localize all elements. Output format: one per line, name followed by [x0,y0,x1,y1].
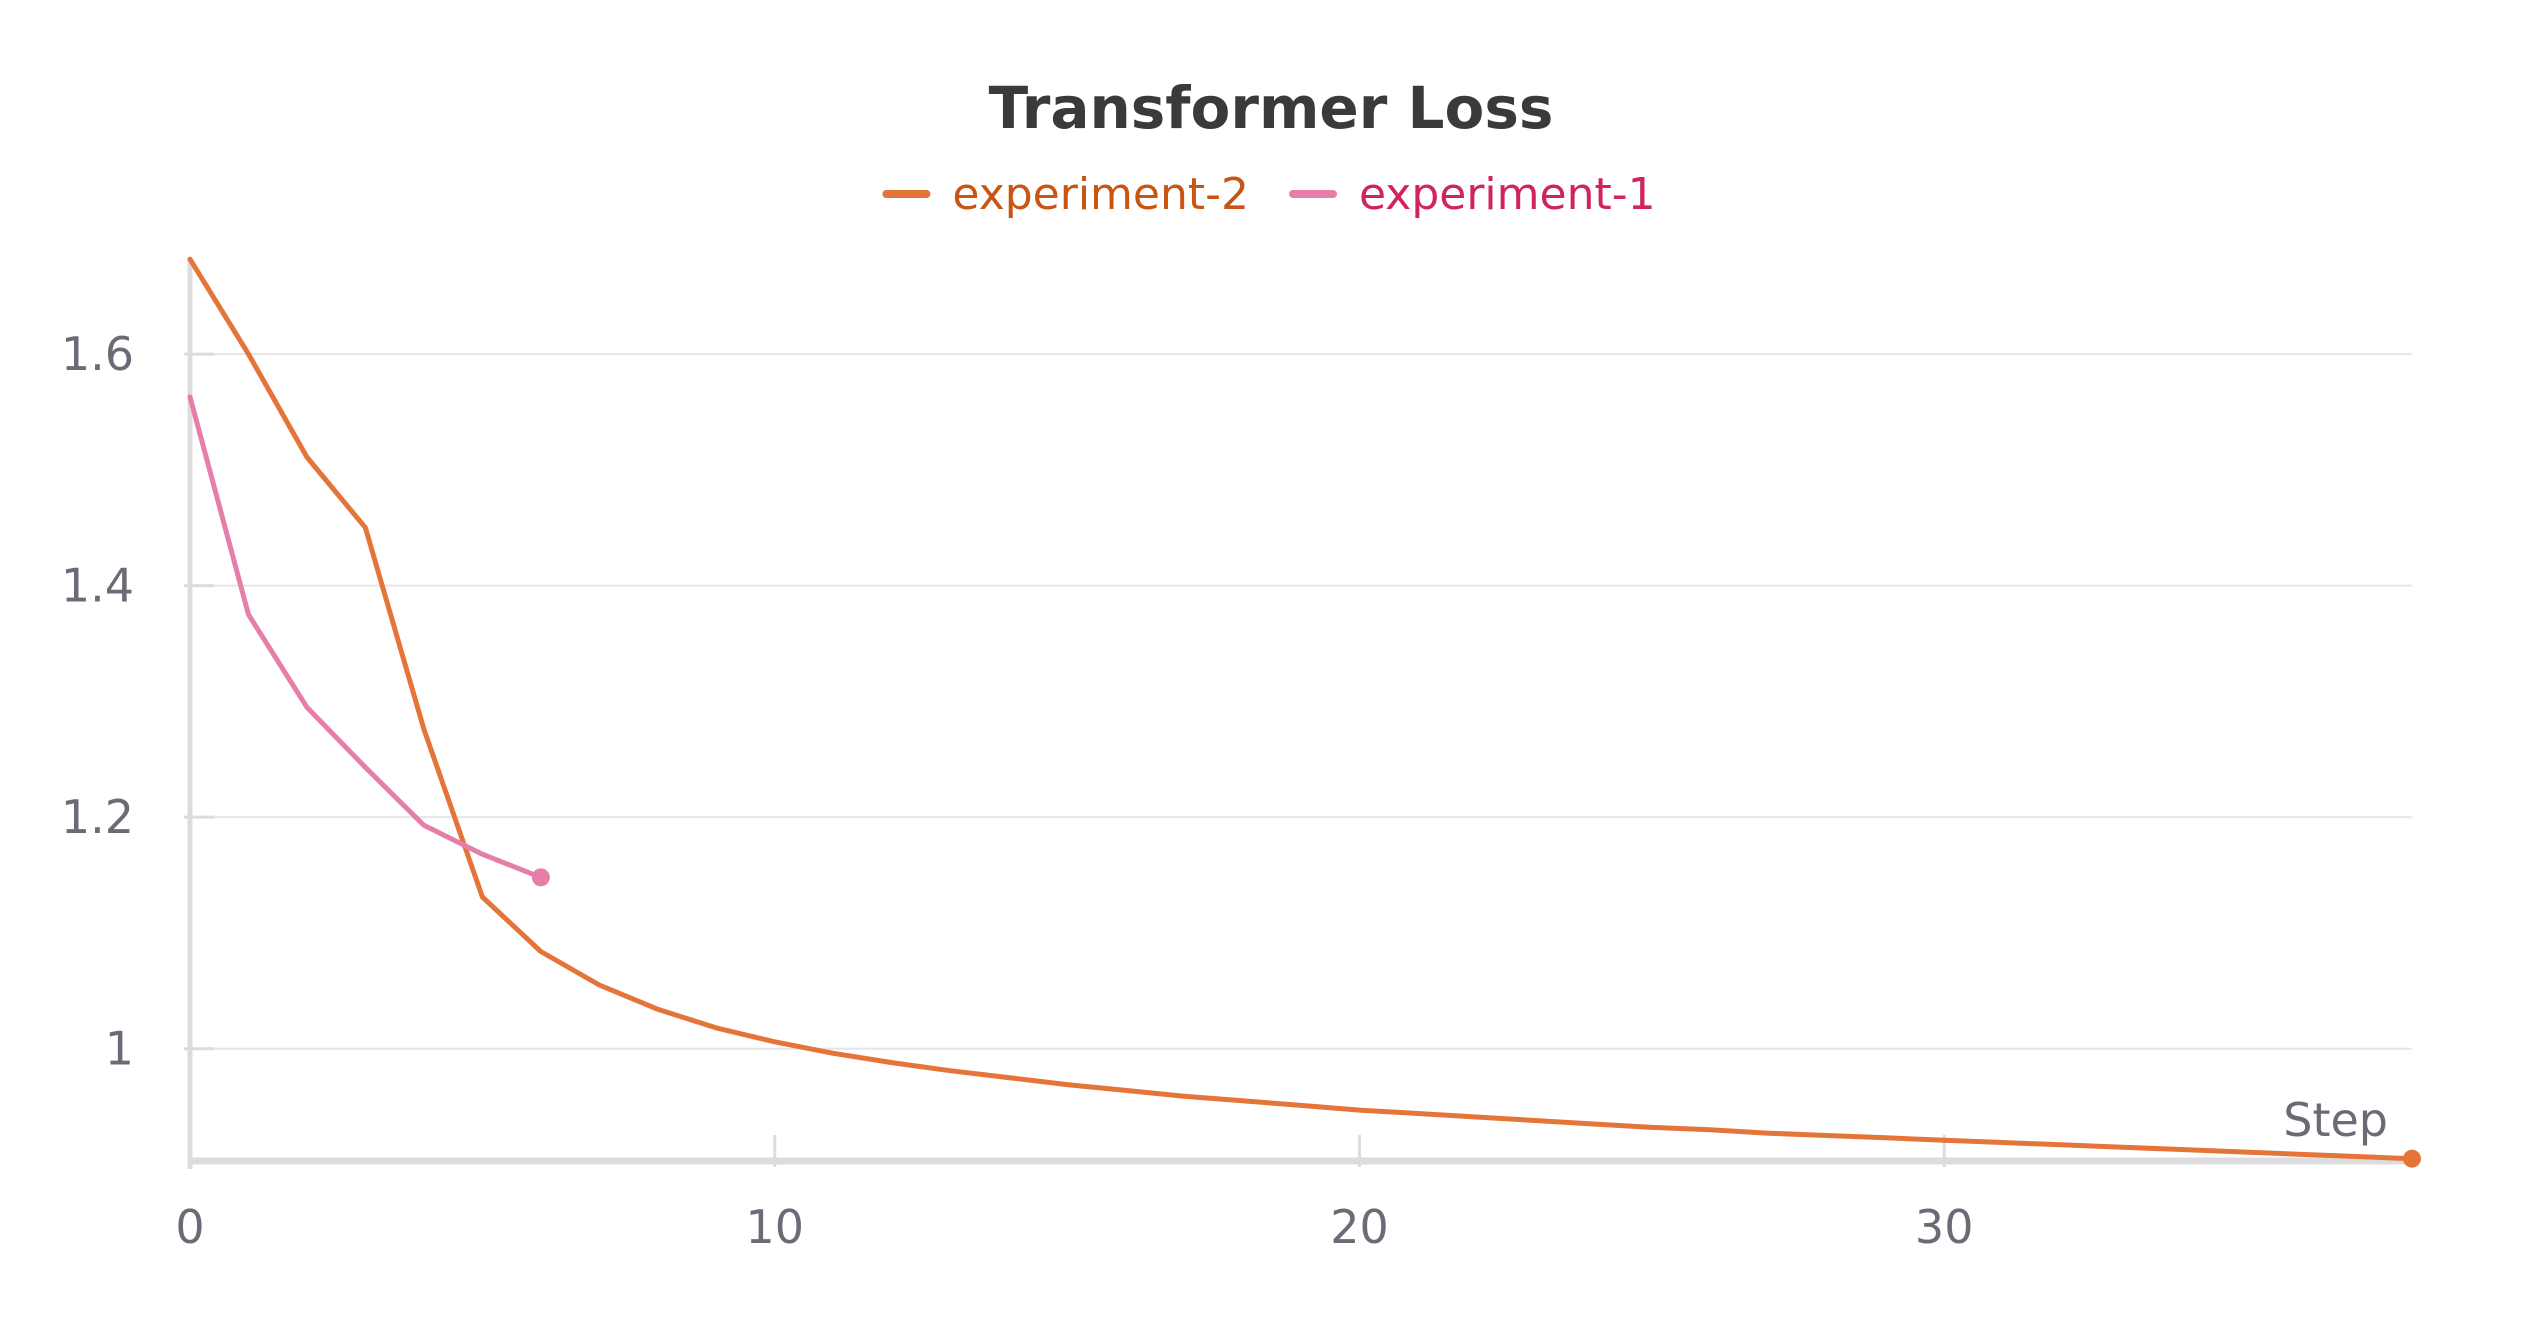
y-tick-label: 1.4 [61,559,134,613]
chart-axes: 1 1.2 1.4 1.6 0 10 20 30 [61,258,2412,1254]
chart-legend: experiment-2 experiment-1 [882,169,1656,220]
series-end-point-experiment-2 [2403,1149,2421,1168]
legend-item[interactable]: experiment-2 [882,169,1249,220]
series-line-experiment-2 [187,256,2415,1162]
y-tick-label: 1 [105,1022,134,1076]
x-tick-label: 20 [1330,1200,1389,1254]
y-tick-label: 1.6 [61,327,134,381]
grid-lines [190,353,2412,1050]
x-tick-label: 10 [745,1200,804,1254]
series-line-experiment-1 [187,394,544,880]
x-tick-label: 30 [1915,1200,1974,1254]
chart-title: Transformer Loss [989,74,1554,142]
x-axis-label: Step [2283,1093,2388,1147]
x-tick-label: 0 [175,1200,204,1254]
series-layer [187,256,2421,1168]
legend-label: experiment-2 [952,169,1249,220]
y-tick-label: 1.2 [61,790,134,844]
series-end-point-experiment-1 [531,868,550,887]
legend-item[interactable]: experiment-1 [1289,169,1656,220]
legend-label: experiment-1 [1359,169,1656,220]
